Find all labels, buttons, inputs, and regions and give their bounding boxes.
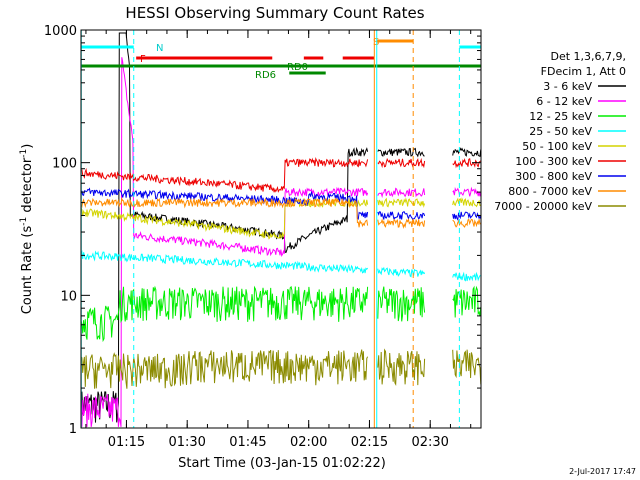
legend-label: 300 - 800 keV xyxy=(515,170,592,183)
legend-label: 800 - 7000 keV xyxy=(508,185,592,198)
y-tick-label: 10 xyxy=(60,289,77,304)
x-tick-label: 01:45 xyxy=(229,435,266,450)
legend-label: 12 - 25 keV xyxy=(529,110,592,123)
legend-label: 7000 - 20000 keV xyxy=(494,200,592,213)
x-tick-label: 02:00 xyxy=(290,435,327,450)
x-axis-label: Start Time (03-Jan-15 01:02:22) xyxy=(178,456,386,471)
series-line xyxy=(81,157,481,193)
axis-layer: 01:15 01:30 01:45 02:00 02:15 02:30 1 10 100 1000 xyxy=(44,24,481,450)
y-axis-label: Count Rate (s-1 detector-1) xyxy=(19,144,35,315)
y-axis-label-sup2: -1 xyxy=(19,149,29,158)
legend: Det 1,3,6,7,9, FDecim 1, Att 0 3 - 6 keV… xyxy=(494,50,626,213)
legend-label: 6 - 12 keV xyxy=(536,95,592,108)
chart-title: HESSI Observing Summary Count Rates xyxy=(125,4,424,22)
legend-label: 50 - 100 keV xyxy=(522,140,592,153)
series-line xyxy=(81,57,481,427)
series-line xyxy=(81,250,481,282)
footer-date: 2-Jul-2017 17:47 xyxy=(569,467,636,476)
y-axis-label-mid: detector xyxy=(20,157,35,217)
x-tick-label: 02:30 xyxy=(411,435,448,450)
saa-flag-label: S xyxy=(373,37,379,48)
y-axis-label-sup1: -1 xyxy=(19,217,29,226)
x-tick-label: 02:15 xyxy=(351,435,388,450)
x-tick-label: 01:15 xyxy=(108,435,145,450)
legend-label: 3 - 6 keV xyxy=(543,80,592,93)
legend-header-2: FDecim 1, Att 0 xyxy=(541,65,626,78)
x-tick-label: 01:30 xyxy=(168,435,205,450)
night-flag-label: N xyxy=(156,43,163,54)
y-tick-label: 100 xyxy=(52,157,77,172)
legend-label: 100 - 300 keV xyxy=(515,155,592,168)
series-line xyxy=(81,348,481,389)
rd0-flag-label: RD0 xyxy=(287,62,308,73)
legend-header-1: Det 1,3,6,7,9, xyxy=(550,50,626,63)
legend-label: 25 - 50 keV xyxy=(529,125,592,138)
rd6-flag-label: RD6 xyxy=(255,70,276,81)
series-line xyxy=(81,32,481,426)
y-tick-label: 1000 xyxy=(44,24,77,39)
y-axis-label-main: Count Rate (s xyxy=(20,226,35,315)
plot-frame xyxy=(80,29,482,429)
flare-flag-label: F xyxy=(140,54,146,65)
series-line xyxy=(81,285,481,343)
series-line xyxy=(81,197,481,230)
series-line xyxy=(81,187,481,222)
y-tick-label: 1 xyxy=(69,422,77,437)
y-axis-label-end: ) xyxy=(20,144,35,149)
flag-layer: NF S RD0 RD6 xyxy=(80,30,481,428)
series-layer xyxy=(81,32,481,427)
